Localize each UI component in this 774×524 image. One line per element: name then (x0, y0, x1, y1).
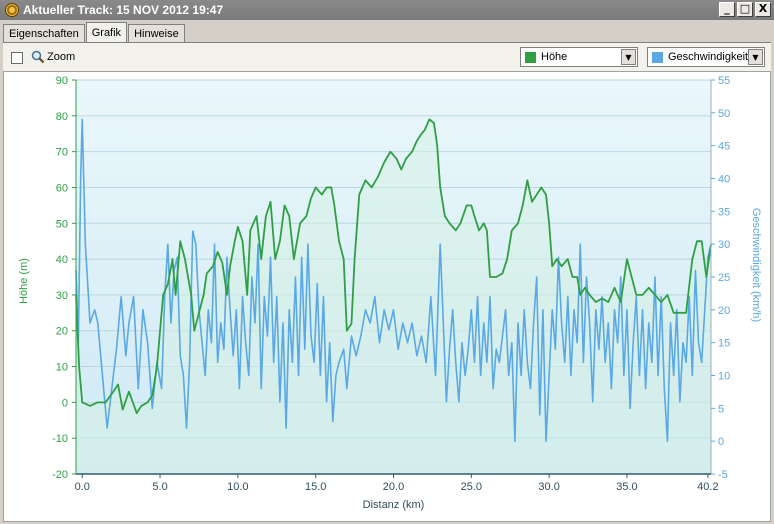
chevron-down-icon[interactable]: ▼ (621, 49, 636, 65)
x-tick-label: 25.0 (461, 481, 482, 493)
left-axis-select-value: Höhe (541, 51, 568, 63)
left-tick-label: 0 (62, 397, 68, 409)
x-tick-label: 0.0 (75, 481, 90, 493)
left-axis-title: Höhe (m) (18, 258, 30, 304)
zoom-label: Zoom (47, 51, 76, 63)
left-tick-label: -10 (52, 433, 68, 445)
left-tick-label: 80 (56, 111, 68, 123)
chevron-down-icon[interactable]: ▼ (748, 49, 763, 65)
app-icon (5, 3, 19, 17)
right-tick-label: 5 (718, 403, 724, 415)
window-title: Aktueller Track: 15 NOV 2012 19:47 (23, 3, 224, 17)
right-tick-label: 35 (718, 206, 730, 218)
maximize-button[interactable]: □ (737, 2, 753, 17)
right-tick-label: 55 (718, 75, 730, 87)
x-tick-label: 35.0 (616, 481, 637, 493)
chart-toolbar: Zoom Höhe ▼ Geschwindigkeit ▼ (3, 43, 771, 71)
left-tick-label: 60 (56, 182, 68, 194)
minimize-button[interactable]: _ (719, 2, 735, 17)
right-tick-label: 20 (718, 305, 730, 317)
right-tick-label: 15 (718, 338, 730, 350)
right-tick-label: 45 (718, 141, 730, 153)
right-tick-label: -5 (718, 469, 728, 481)
right-tick-label: 50 (718, 108, 730, 120)
right-tick-label: 0 (718, 436, 724, 448)
left-tick-label: 50 (56, 218, 68, 230)
tab-eigenschaften[interactable]: Eigenschaften (3, 24, 85, 42)
title-bar: Aktueller Track: 15 NOV 2012 19:47 _ □ X (0, 0, 774, 20)
x-tick-label: 15.0 (305, 481, 326, 493)
x-tick-label: 5.0 (152, 481, 167, 493)
right-tick-label: 40 (718, 174, 730, 186)
x-axis-title: Distanz (km) (363, 499, 425, 511)
x-tick-label: 30.0 (538, 481, 559, 493)
close-button[interactable]: X (755, 2, 771, 17)
left-tick-label: 10 (56, 362, 68, 374)
left-tick-label: 40 (56, 254, 68, 266)
speed-series-line (75, 118, 712, 442)
tab-divider (3, 42, 771, 43)
speed-color-swatch (652, 51, 663, 63)
hoehe-series-line (75, 118, 712, 415)
right-axis-title: Geschwindigkeit (km/h) (750, 208, 762, 322)
x-tick-label: 20.0 (383, 481, 404, 493)
x-tick-label: 10.0 (227, 481, 248, 493)
right-tick-label: 25 (718, 272, 730, 284)
left-tick-label: 30 (56, 290, 68, 302)
tab-strip: Eigenschaften Grafik Hinweise (3, 22, 186, 43)
chart-panel: 90 80 70 60 50 40 30 20 10 0 -10 -20 55 50 45 40 35 30 25 2… (3, 71, 771, 522)
tab-hinweise[interactable]: Hinweise (128, 24, 185, 42)
right-axis-select[interactable]: Geschwindigkeit ▼ (647, 47, 765, 67)
right-tick-label: 10 (718, 371, 730, 383)
x-tick-label: 40.2 (697, 481, 718, 493)
hoehe-color-swatch (525, 51, 536, 63)
elevation-speed-chart: 9080706050403020100-10-20555045403530252… (18, 75, 762, 511)
left-tick-label: 20 (56, 326, 68, 338)
window-controls: _ □ X (719, 2, 771, 17)
tab-grafik[interactable]: Grafik (85, 22, 128, 43)
right-axis-select-value: Geschwindigkeit (668, 51, 748, 63)
magnifier-icon (31, 50, 45, 64)
left-axis-select[interactable]: Höhe ▼ (520, 47, 638, 67)
left-tick-label: 70 (56, 147, 68, 159)
zoom-checkbox[interactable] (11, 52, 23, 64)
hoehe-area (76, 119, 711, 475)
left-tick-label: -20 (52, 469, 68, 481)
left-tick-label: 90 (56, 75, 68, 87)
right-tick-label: 30 (718, 239, 730, 251)
